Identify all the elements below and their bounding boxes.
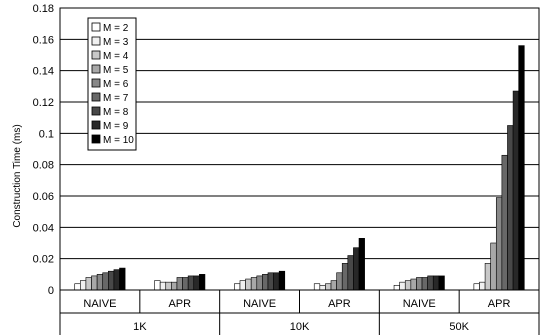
bar bbox=[187, 275, 195, 291]
bar bbox=[438, 275, 445, 291]
bar bbox=[85, 277, 92, 291]
bar bbox=[358, 238, 365, 291]
bar bbox=[495, 197, 503, 291]
bar bbox=[393, 284, 400, 291]
legend-swatch bbox=[91, 22, 101, 32]
bar bbox=[416, 277, 423, 291]
y-tick-label: 0.02 bbox=[33, 254, 54, 266]
bar bbox=[336, 272, 343, 291]
legend: M = 2 M = 3 M = 4 M = 5 M = 6 M = 7 M = 8 M = 9… bbox=[87, 17, 137, 151]
legend-label: M = 10 bbox=[103, 135, 134, 146]
legend-label: M = 5 bbox=[103, 65, 129, 76]
bar bbox=[113, 269, 120, 291]
legend-label: M = 3 bbox=[103, 37, 129, 48]
bar bbox=[484, 263, 491, 291]
bar bbox=[432, 275, 440, 291]
bar bbox=[404, 280, 412, 291]
bar bbox=[102, 272, 109, 291]
legend-label: M = 8 bbox=[103, 107, 129, 118]
x-category-labels: NAIVE APR NAIVE APR NAIVE APR 1K 10K 50K bbox=[83, 298, 510, 333]
legend-label: M = 2 bbox=[103, 23, 129, 34]
group-label: 10K bbox=[290, 321, 310, 333]
bar bbox=[80, 280, 87, 291]
bar bbox=[262, 274, 269, 291]
y-tick-label: 0.1 bbox=[39, 128, 54, 140]
group-label: 50K bbox=[449, 321, 469, 333]
legend-swatch bbox=[91, 92, 101, 102]
y-tick-label: 0.14 bbox=[33, 66, 54, 78]
bar bbox=[518, 45, 525, 291]
bar bbox=[74, 283, 81, 291]
bar bbox=[313, 283, 321, 291]
bar bbox=[256, 275, 263, 291]
legend-label: M = 9 bbox=[103, 121, 129, 132]
category-label: NAIVE bbox=[83, 298, 116, 310]
bar bbox=[427, 275, 434, 291]
bar bbox=[490, 242, 497, 291]
bar bbox=[239, 280, 246, 291]
bar bbox=[96, 274, 104, 291]
group-label: 1K bbox=[133, 321, 147, 333]
bar bbox=[501, 154, 508, 291]
bar bbox=[399, 281, 406, 291]
bar bbox=[330, 280, 337, 291]
legend-label: M = 6 bbox=[103, 79, 129, 90]
y-tick-label: 0.08 bbox=[33, 160, 54, 172]
y-tick-labels: 0 0.02 0.04 0.06 0.08 0.1 0.12 0.14 0.16 0.18 bbox=[33, 3, 54, 297]
legend-swatch bbox=[91, 64, 101, 74]
bar bbox=[421, 277, 428, 291]
bar bbox=[165, 281, 172, 291]
bar bbox=[353, 247, 360, 291]
bar bbox=[154, 280, 161, 291]
y-tick-label: 0.04 bbox=[33, 222, 54, 234]
legend-label: M = 7 bbox=[103, 93, 129, 104]
legend-swatch bbox=[91, 50, 101, 60]
bar bbox=[410, 278, 417, 291]
bar bbox=[512, 90, 519, 291]
y-axis-title: Construction Time (ms) bbox=[12, 124, 23, 227]
bar bbox=[267, 272, 274, 291]
bar bbox=[319, 284, 326, 291]
y-tick-label: 0 bbox=[48, 285, 54, 297]
bar bbox=[273, 272, 280, 291]
category-label: NAIVE bbox=[403, 298, 436, 310]
bar bbox=[245, 278, 252, 291]
bar bbox=[119, 267, 126, 291]
category-label: APR bbox=[328, 298, 351, 310]
bar bbox=[193, 275, 200, 291]
bar bbox=[182, 277, 189, 291]
bar bbox=[159, 281, 167, 291]
y-tick-label: 0.12 bbox=[33, 97, 54, 109]
legend-swatch bbox=[91, 106, 101, 116]
bar bbox=[250, 277, 258, 291]
y-tick-label: 0.18 bbox=[33, 3, 54, 15]
bar bbox=[176, 277, 183, 291]
bar bbox=[108, 270, 115, 291]
bar bbox=[199, 274, 206, 291]
y-tick-label: 0.06 bbox=[33, 191, 54, 203]
category-label: APR bbox=[168, 298, 191, 310]
bar bbox=[341, 263, 349, 291]
bar bbox=[234, 283, 241, 291]
category-label: APR bbox=[488, 298, 511, 310]
bar bbox=[507, 125, 514, 291]
legend-swatch bbox=[91, 120, 101, 130]
category-label: NAIVE bbox=[243, 298, 276, 310]
legend-swatch bbox=[91, 78, 101, 88]
bar bbox=[278, 270, 286, 291]
bar bbox=[171, 281, 178, 291]
y-tick-label: 0.16 bbox=[33, 34, 54, 46]
bar bbox=[325, 283, 332, 291]
bar bbox=[347, 255, 354, 291]
bars bbox=[74, 45, 525, 291]
bar bbox=[91, 275, 98, 291]
bar bbox=[479, 281, 486, 291]
legend-label: M = 4 bbox=[103, 51, 129, 62]
legend-swatch bbox=[91, 134, 101, 144]
legend-swatch bbox=[91, 36, 101, 46]
axes bbox=[59, 7, 540, 335]
bar bbox=[473, 283, 480, 291]
